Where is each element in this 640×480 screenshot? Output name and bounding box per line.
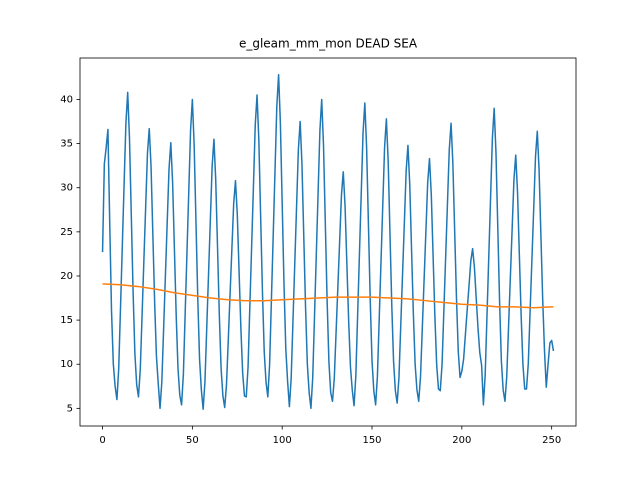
y-tick-label: 40 <box>60 94 73 105</box>
y-tick-label: 25 <box>60 227 73 238</box>
y-tick-label: 5 <box>67 403 73 414</box>
y-tick-label: 20 <box>60 271 73 282</box>
y-tick-label: 15 <box>60 315 73 326</box>
x-tick-label: 150 <box>362 435 381 446</box>
x-tick-label: 50 <box>186 435 199 446</box>
x-tick-label: 100 <box>273 435 292 446</box>
x-tick-label: 0 <box>99 435 105 446</box>
data-line <box>102 283 554 309</box>
x-tick-label: 200 <box>452 435 471 446</box>
y-tick-label: 10 <box>60 359 73 370</box>
chart-title: e_gleam_mm_mon DEAD SEA <box>239 37 418 51</box>
x-tick-label: 250 <box>542 435 561 446</box>
y-tick-label: 35 <box>60 139 73 150</box>
data-line <box>101 74 555 410</box>
plot-frame <box>79 57 577 427</box>
y-tick-label: 30 <box>60 183 73 194</box>
